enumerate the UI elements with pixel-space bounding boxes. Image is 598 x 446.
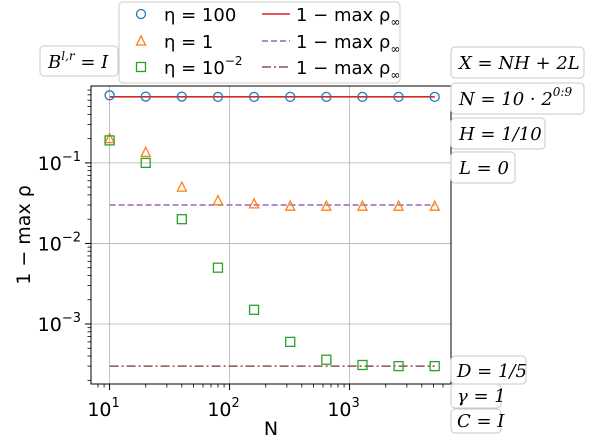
x-axis-ticks: 101 102 103 [87, 384, 444, 421]
data-point-circle [212, 91, 224, 103]
y-tick-label: 10−3 [38, 311, 81, 336]
data-point-triangle [176, 180, 188, 192]
legend-marker-triangle [135, 34, 147, 46]
legend-label: 1 − max ρ∞ [296, 58, 400, 82]
annotation-parameter: H = 1/10 [458, 124, 542, 145]
data-point-square [248, 304, 260, 315]
data-point-triangle [320, 199, 332, 211]
y-axis-ticks: 10−1 10−2 10−3 [38, 89, 91, 381]
annotation-parameter: N = 10 · 20:9 [458, 85, 572, 110]
annotation-box [450, 46, 585, 79]
data-point-circle [357, 91, 368, 103]
x-axis-label: N [264, 418, 278, 440]
data-point-square [393, 360, 404, 372]
data-point-square [212, 262, 224, 273]
data-point-circle [321, 91, 332, 103]
data-point-square [357, 359, 368, 371]
y-tick-label: 10−1 [38, 150, 81, 175]
data-point-circle [248, 91, 260, 103]
data-point-square [285, 336, 296, 348]
data-point-triangle [212, 194, 224, 206]
data-point-square [140, 157, 151, 169]
data-point-circle [140, 91, 151, 102]
data-point-circle [176, 91, 187, 102]
plot-frame [90, 85, 452, 385]
data-point-triangle [140, 145, 152, 158]
legend-marker-circle [135, 8, 147, 20]
data-point-square [429, 360, 440, 372]
annotation-box [450, 82, 585, 115]
annotation-parameter: γ = 1 [457, 386, 506, 407]
legend-label: 1 − max ρ∞ [296, 32, 400, 56]
data-point-triangle [429, 199, 441, 211]
x-tick-label: 103 [327, 396, 359, 421]
legend-label: η = 100 [164, 5, 236, 26]
x-tick-label: 101 [87, 396, 119, 421]
x-tick-label: 102 [207, 396, 239, 421]
data-point-circle [104, 90, 115, 101]
data-point-triangle [284, 199, 296, 211]
data-point-triangle [356, 199, 369, 211]
annotation-box [450, 408, 502, 434]
reference-lines [109, 96, 435, 367]
annotation-box [450, 117, 546, 150]
annotation-box [450, 151, 516, 184]
data-point-triangle [248, 197, 260, 209]
annotation-parameter: C = I [457, 411, 505, 432]
annotation-boundary: Bl,r = I [47, 49, 109, 73]
annotation-box [39, 45, 119, 77]
legend-frame [118, 1, 401, 84]
y-axis-label: 1 − max ρ [13, 185, 35, 285]
data-point-triangle [393, 199, 405, 211]
annotation-parameter: D = 1/5 [456, 361, 527, 382]
data-point-square [321, 354, 332, 365]
annotation-parameter: L = 0 [458, 158, 509, 179]
data-point-triangle [104, 132, 116, 144]
annotations: Bl,r = I X = NH + 2L N = 10 · 20:9 H = 1/10… [39, 45, 585, 434]
data-point-circle [429, 91, 440, 103]
data-point-circle [285, 91, 296, 103]
annotation-parameter: X = NH + 2L [457, 53, 580, 74]
data-point-square [176, 214, 187, 225]
data-point-circle [393, 91, 404, 103]
data-point-square [104, 135, 115, 146]
grid [91, 86, 451, 384]
legend-label: 1 − max ρ∞ [296, 5, 400, 29]
y-tick-label: 10−2 [38, 230, 81, 255]
legend-marker-square [135, 61, 147, 73]
annotation-box [450, 383, 502, 409]
legend-label: η = 1 [164, 32, 213, 53]
legend-label: η = 10−2 [164, 54, 243, 79]
data-marks [104, 90, 441, 372]
